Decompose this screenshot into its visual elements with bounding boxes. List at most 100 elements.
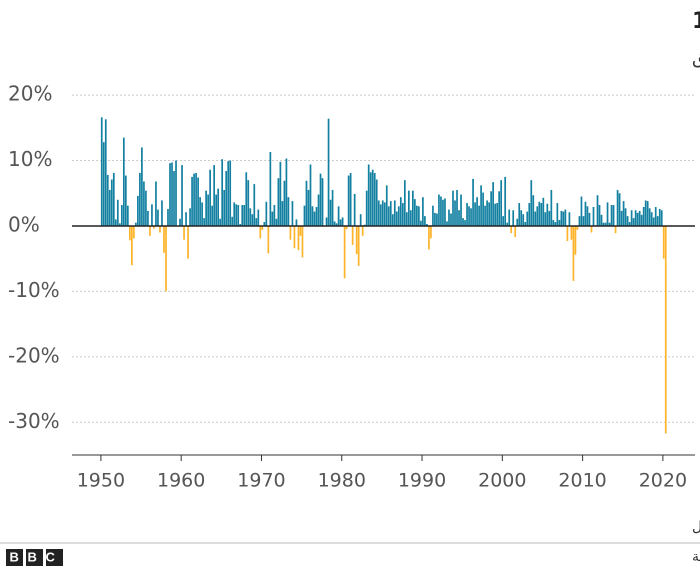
bar	[253, 184, 256, 226]
bar	[191, 176, 193, 226]
bar	[458, 210, 460, 226]
bar	[628, 222, 631, 226]
x-tick-label: 2000	[478, 470, 526, 492]
bar	[508, 209, 511, 226]
bar	[179, 218, 181, 226]
bar	[510, 225, 513, 234]
bar	[383, 202, 386, 226]
bar	[418, 206, 420, 226]
bar	[195, 172, 197, 226]
bar	[351, 225, 354, 245]
bar	[512, 210, 515, 226]
bar	[492, 182, 494, 226]
bar	[199, 197, 201, 226]
bar	[660, 210, 663, 226]
bar	[574, 225, 577, 255]
bar	[498, 191, 501, 226]
logo-text: BBC	[10, 549, 64, 564]
bar	[245, 172, 248, 226]
bar	[261, 225, 264, 230]
bar	[309, 164, 312, 226]
y-tick-label: -10%	[8, 278, 60, 302]
bar	[405, 212, 408, 226]
bar	[122, 137, 125, 226]
bar	[436, 213, 438, 226]
bar	[570, 225, 573, 240]
bar	[456, 189, 458, 226]
bar	[428, 225, 430, 250]
bar	[225, 170, 228, 226]
bar	[131, 225, 133, 266]
bar	[349, 172, 352, 226]
bar	[311, 206, 314, 226]
bar	[108, 189, 111, 226]
bar	[269, 152, 272, 226]
bar	[584, 201, 587, 226]
bar	[124, 175, 127, 226]
bar	[229, 160, 232, 226]
bar	[239, 224, 242, 226]
bar	[642, 206, 645, 226]
x-tick-label: 1980	[318, 470, 366, 492]
bar	[395, 211, 398, 226]
bar	[283, 180, 286, 226]
bar	[432, 205, 434, 226]
bar	[171, 162, 173, 226]
bar	[646, 201, 649, 226]
bar	[375, 179, 378, 226]
bar	[454, 200, 456, 226]
bar	[472, 178, 474, 226]
bar	[444, 198, 446, 226]
bar	[165, 225, 167, 292]
bar	[377, 200, 380, 226]
bar	[554, 222, 557, 226]
bar	[237, 205, 240, 226]
bar	[438, 194, 440, 226]
bar	[482, 192, 484, 226]
bar	[175, 160, 177, 226]
bar	[217, 188, 220, 226]
bar	[632, 218, 635, 226]
bar	[470, 208, 472, 226]
bar	[151, 204, 153, 226]
bar	[530, 180, 533, 226]
bar	[207, 194, 209, 226]
x-tick-label: 1960	[157, 470, 205, 492]
bar	[416, 205, 418, 226]
bar	[155, 181, 157, 226]
logo-box	[26, 549, 43, 566]
bar	[480, 185, 482, 226]
bar	[189, 208, 191, 226]
bar	[564, 209, 567, 226]
bar	[389, 201, 392, 226]
bar	[536, 206, 539, 226]
bar	[343, 225, 346, 279]
bar	[522, 214, 525, 226]
bar	[147, 210, 149, 226]
bar	[371, 169, 374, 226]
bar	[403, 180, 406, 226]
bar	[552, 220, 555, 226]
bar	[355, 225, 358, 255]
bar	[167, 208, 169, 226]
bar	[110, 179, 113, 226]
bar	[153, 225, 155, 229]
bar	[145, 190, 147, 226]
bar	[636, 212, 639, 226]
bar	[518, 203, 521, 226]
bar	[520, 210, 523, 226]
bar	[339, 219, 342, 226]
bar	[430, 225, 432, 239]
bar	[460, 194, 462, 226]
bar	[606, 202, 609, 226]
bar	[243, 205, 246, 226]
bar	[259, 225, 262, 239]
bar	[440, 196, 442, 226]
bar	[365, 190, 368, 226]
bar	[468, 206, 470, 226]
bar	[359, 214, 362, 226]
note: ملاحظة: المعدل السنوي معدل حسب الفصول	[692, 519, 700, 535]
bar	[215, 194, 218, 226]
bar	[634, 210, 637, 226]
